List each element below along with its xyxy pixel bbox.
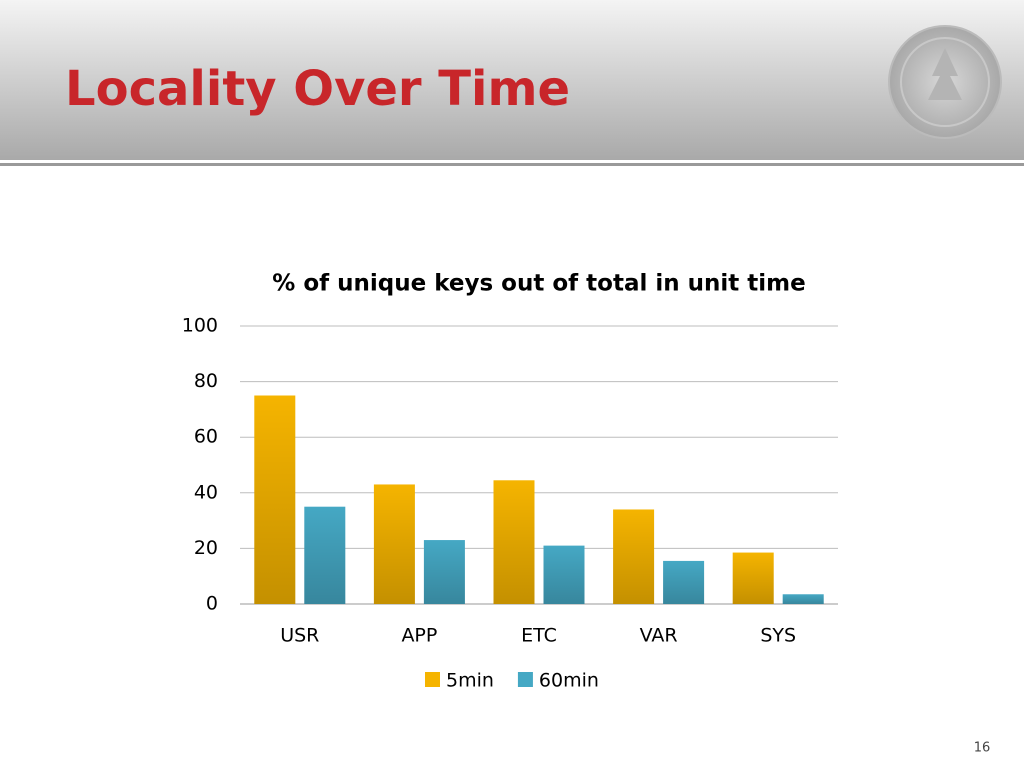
header-band	[0, 0, 1024, 160]
y-tick-label: 0	[206, 593, 218, 615]
legend-swatch	[425, 672, 440, 687]
bar-shade	[373, 484, 415, 604]
y-tick-label: 80	[194, 370, 218, 392]
legend-label: 60min	[539, 670, 599, 692]
x-tick-label: SYS	[760, 625, 796, 647]
x-tick-label: APP	[401, 625, 437, 647]
bar-shade	[254, 395, 296, 604]
chart-title: % of unique keys out of total in unit ti…	[272, 271, 805, 297]
bar-shade	[782, 594, 824, 604]
seal	[888, 25, 1002, 139]
header-rule	[0, 163, 1024, 166]
bar-shade	[493, 480, 535, 604]
x-tick-label: VAR	[640, 625, 678, 647]
y-tick-label: 100	[182, 315, 218, 337]
slide-title: Locality Over Time	[65, 61, 570, 117]
legend-label: 5min	[446, 670, 494, 692]
y-tick-label: 60	[194, 426, 218, 448]
legend-swatch	[517, 672, 533, 687]
bar-shade	[663, 560, 705, 604]
y-tick-label: 20	[194, 537, 218, 559]
bar-shade	[613, 509, 655, 604]
x-tick-label: ETC	[521, 625, 557, 647]
bar-shade	[732, 552, 774, 604]
bar-shade	[543, 545, 585, 604]
bar-shade	[304, 506, 346, 604]
bar-shade	[423, 540, 465, 604]
x-tick-label: USR	[280, 625, 319, 647]
page-number: 16	[974, 741, 991, 756]
y-tick-label: 40	[194, 481, 218, 503]
